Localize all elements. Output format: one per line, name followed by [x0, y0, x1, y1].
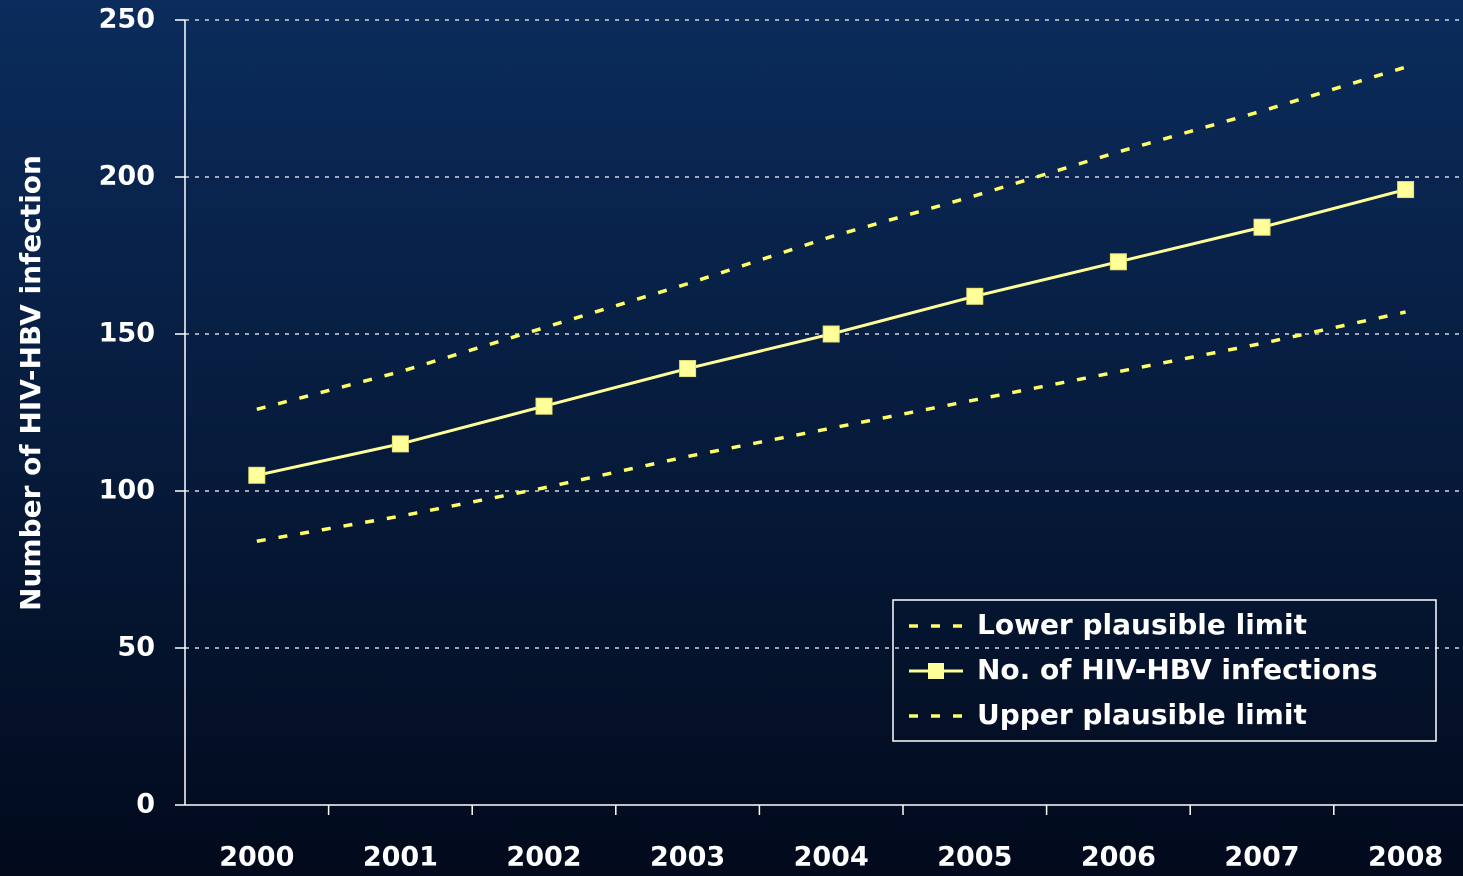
- y-tick-label: 250: [99, 4, 155, 35]
- series-marker: [1253, 218, 1271, 236]
- x-tick-label: 2008: [1368, 842, 1443, 873]
- legend-marker: [928, 663, 944, 679]
- y-tick-label: 0: [136, 789, 155, 820]
- series-marker: [1109, 253, 1127, 271]
- x-tick-label: 2002: [506, 842, 581, 873]
- x-tick-label: 2001: [363, 842, 438, 873]
- y-tick-label: 200: [99, 161, 155, 192]
- series-marker: [822, 325, 840, 343]
- x-tick-label: 2000: [219, 842, 294, 873]
- legend-label: Lower plausible limit: [977, 608, 1307, 641]
- x-tick-label: 2005: [937, 842, 1012, 873]
- series-line: [256, 65, 1407, 412]
- x-tick-label: 2007: [1224, 842, 1299, 873]
- series-marker: [535, 397, 553, 415]
- x-tick-label: 2004: [794, 842, 869, 873]
- series-marker: [1397, 181, 1415, 199]
- series-marker: [248, 466, 266, 484]
- y-tick-label: 150: [99, 318, 155, 349]
- y-tick-label: 100: [99, 475, 155, 506]
- series-marker: [679, 360, 697, 378]
- x-tick-label: 2003: [650, 842, 725, 873]
- series-line: [256, 310, 1406, 543]
- series-marker: [391, 435, 409, 453]
- y-axis-label: Number of HIV-HBV infection: [14, 155, 47, 611]
- series-marker: [966, 287, 984, 305]
- x-tick-label: 2006: [1081, 842, 1156, 873]
- legend-label: Upper plausible limit: [977, 698, 1307, 731]
- legend-label: No. of HIV-HBV infections: [977, 653, 1378, 686]
- legend-box: [892, 599, 1437, 742]
- y-tick-label: 50: [117, 632, 155, 663]
